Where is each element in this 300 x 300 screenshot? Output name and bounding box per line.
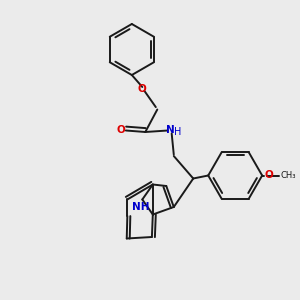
Text: O: O bbox=[138, 83, 147, 94]
Text: O: O bbox=[265, 170, 273, 181]
Text: N: N bbox=[167, 125, 175, 136]
Text: NH: NH bbox=[132, 202, 150, 212]
Text: O: O bbox=[116, 125, 125, 136]
Text: H: H bbox=[174, 127, 181, 137]
Text: CH₃: CH₃ bbox=[280, 171, 295, 180]
